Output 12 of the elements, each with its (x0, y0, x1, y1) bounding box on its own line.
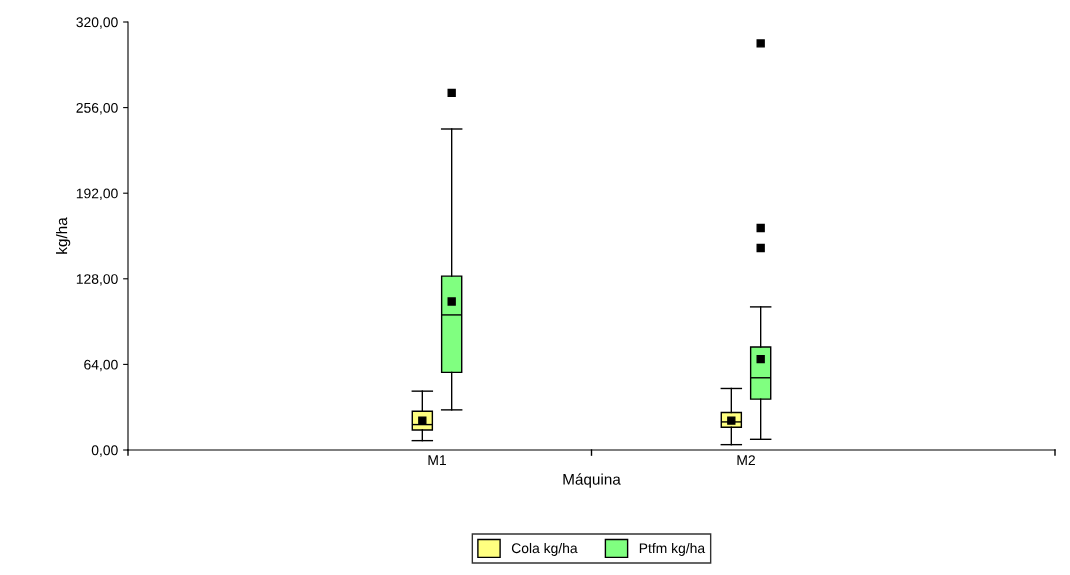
y-tick-label: 320,00 (76, 17, 118, 29)
y-axis-title: kg/ha (56, 217, 71, 254)
x-axis-title: Máquina (563, 473, 621, 488)
x-tick-label: M2 (737, 455, 755, 465)
x-tick-label: M1 (428, 455, 446, 465)
legend-label: Ptfm kg/ha (639, 542, 706, 556)
y-tick-label: 128,00 (76, 274, 118, 286)
legend-label: Cola kg/ha (511, 542, 578, 556)
y-tick-label: 192,00 (76, 188, 118, 201)
y-tick-label: 64,00 (84, 359, 118, 372)
y-tick-label: 0,00 (91, 445, 118, 457)
y-tick-label: 256,00 (76, 102, 118, 115)
